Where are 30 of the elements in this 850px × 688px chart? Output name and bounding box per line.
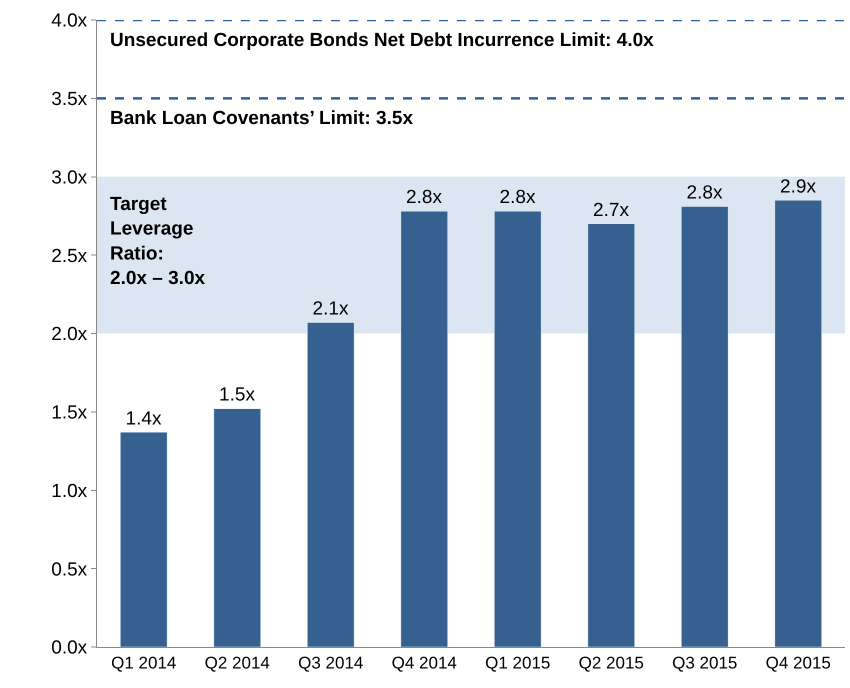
data-label: 2.8x <box>500 187 536 208</box>
y-tick-label: 2.5x <box>51 246 88 267</box>
x-tick-label: Q2 2014 <box>204 653 270 672</box>
data-label: 2.9x <box>780 176 816 198</box>
x-tick-label: Q2 2015 <box>578 653 644 672</box>
ref-line-label: Unsecured Corporate Bonds Net Debt Incurrence Limit: 4.0x <box>110 30 654 51</box>
bar <box>120 432 168 647</box>
y-tick-label: 3.5x <box>51 89 88 110</box>
y-tick-label: 0.5x <box>51 559 88 580</box>
data-label: 1.4x <box>126 408 162 430</box>
x-tick-label: Q4 2015 <box>766 653 831 672</box>
y-tick-label: 1.0x <box>51 480 88 502</box>
y-tick-label: 4.0x <box>51 10 88 32</box>
data-label: 2.8x <box>686 182 723 204</box>
data-label: 2.8x <box>406 187 442 208</box>
y-tick-label: 0.0x <box>51 638 88 659</box>
data-label: 2.1x <box>312 298 349 320</box>
x-tick-label: Q3 2014 <box>298 653 364 672</box>
x-tick-label: Q3 2015 <box>672 653 738 672</box>
data-label: 1.5x <box>219 384 256 406</box>
y-tick-label: 3.0x <box>51 167 88 188</box>
data-label: 2.7x <box>593 200 630 221</box>
bar <box>214 408 261 647</box>
x-tick-label: Q1 2015 <box>485 653 550 672</box>
x-tick-label: Q1 2014 <box>111 653 176 672</box>
x-tick-label: Q4 2014 <box>392 653 457 672</box>
y-tick-label: 2.0x <box>51 324 88 346</box>
y-tick-label: 1.5x <box>51 402 88 424</box>
band-label: Target Leverage Ratio: 2.0x – 3.0x <box>110 194 206 290</box>
ref-line-label: Bank Loan Covenants’ Limit: 3.5x <box>110 108 414 129</box>
